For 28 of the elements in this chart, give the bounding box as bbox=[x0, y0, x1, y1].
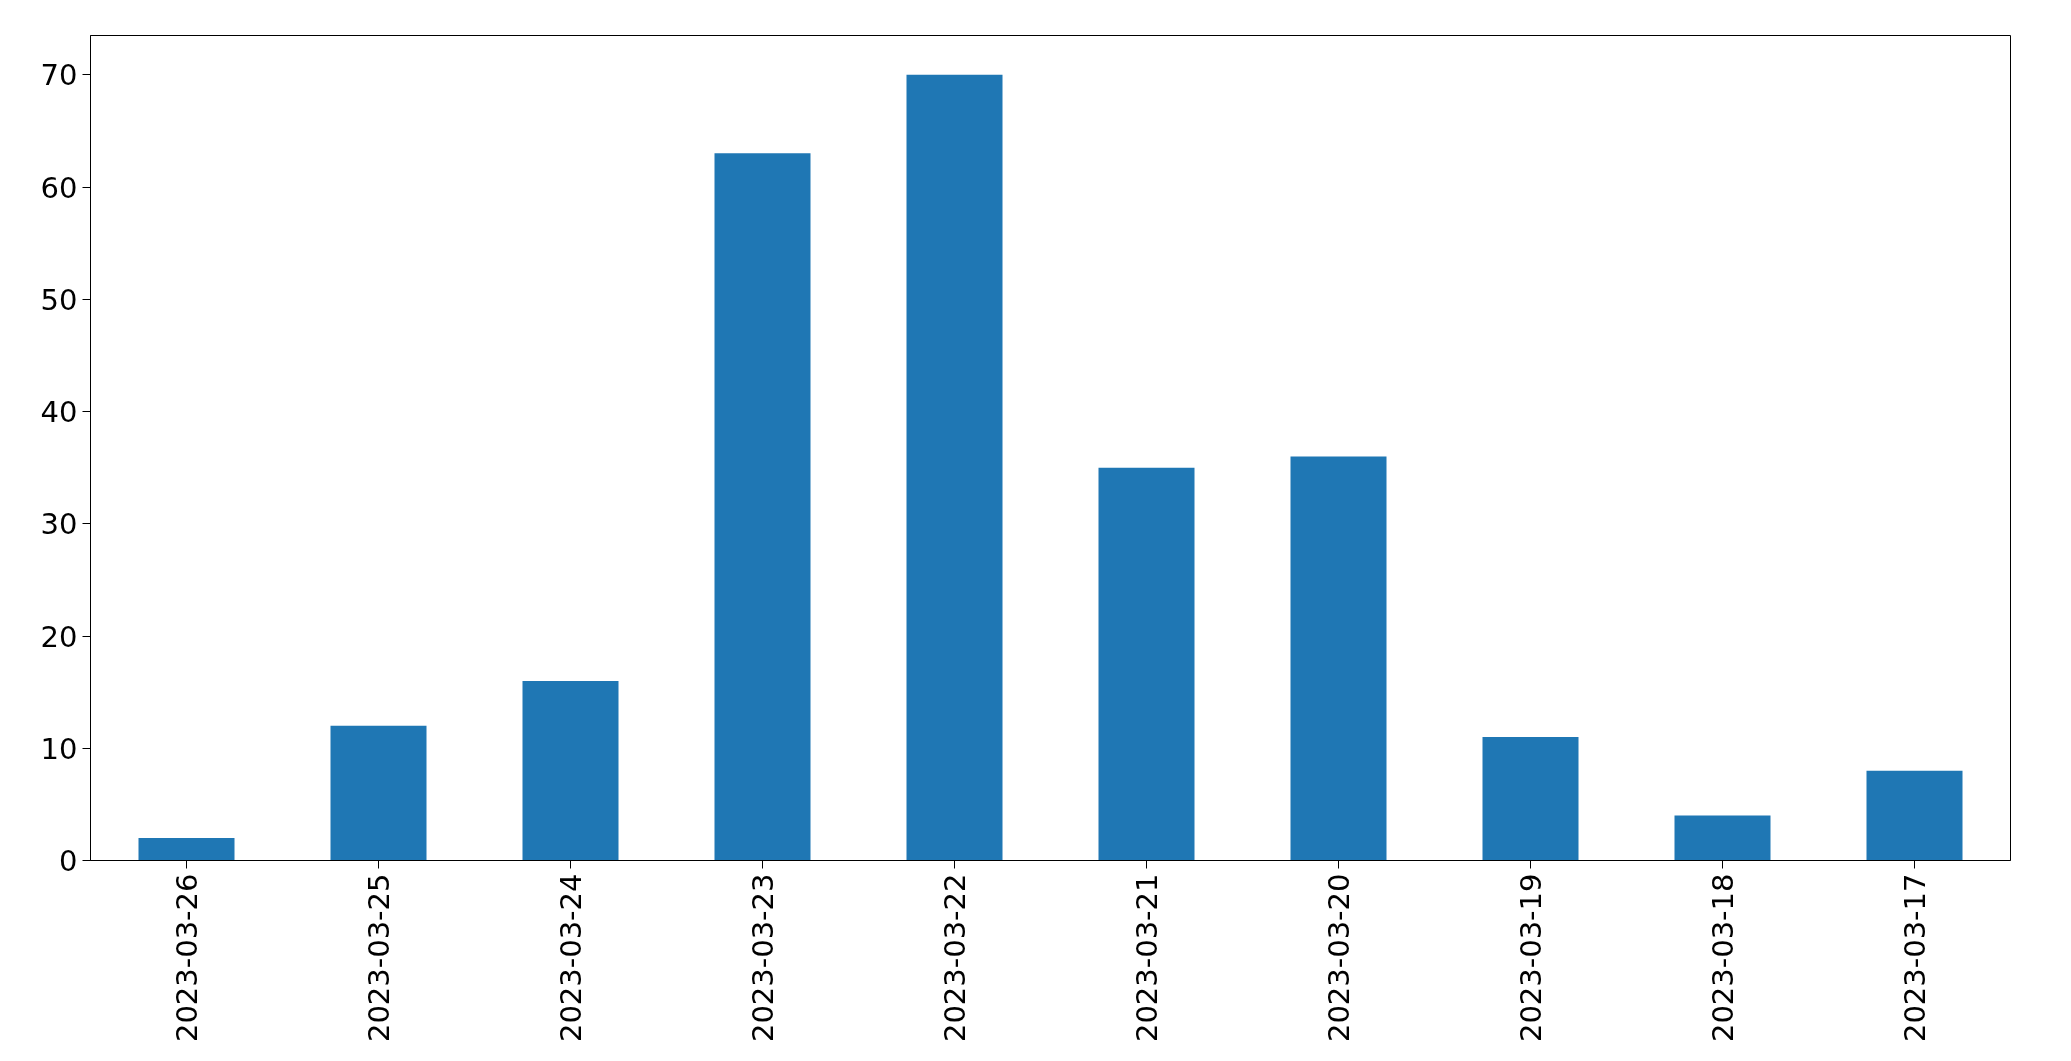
bar bbox=[1674, 815, 1771, 861]
x-tick-label: 2023-03-17 bbox=[1898, 873, 1932, 1043]
bar bbox=[138, 838, 235, 861]
x-tick-label: 2023-03-26 bbox=[170, 873, 204, 1043]
y-tick-label: 60 bbox=[40, 170, 78, 205]
x-tick-label: 2023-03-19 bbox=[1514, 873, 1548, 1043]
y-tick-label: 50 bbox=[40, 282, 78, 317]
x-tick-label: 2023-03-20 bbox=[1322, 873, 1356, 1043]
x-tick-label: 2023-03-25 bbox=[362, 873, 396, 1043]
bar bbox=[1098, 467, 1195, 861]
bar bbox=[714, 153, 811, 861]
y-tick-label: 70 bbox=[40, 58, 78, 93]
bar bbox=[1866, 770, 1963, 861]
x-tick-label: 2023-03-24 bbox=[554, 873, 588, 1043]
x-tick-label: 2023-03-23 bbox=[746, 873, 780, 1043]
x-tick-label: 2023-03-22 bbox=[938, 873, 972, 1043]
x-tick-label: 2023-03-21 bbox=[1130, 873, 1164, 1043]
bar bbox=[1290, 456, 1387, 861]
y-tick-label: 10 bbox=[40, 731, 78, 766]
x-tick-label: 2023-03-18 bbox=[1706, 873, 1740, 1043]
y-tick-label: 30 bbox=[40, 507, 78, 542]
y-tick-label: 20 bbox=[40, 619, 78, 654]
bar bbox=[906, 74, 1003, 861]
y-tick-label: 0 bbox=[59, 844, 78, 878]
y-tick-label: 40 bbox=[40, 395, 78, 430]
bar bbox=[1482, 737, 1579, 861]
bar bbox=[522, 680, 619, 861]
bar bbox=[330, 725, 427, 861]
